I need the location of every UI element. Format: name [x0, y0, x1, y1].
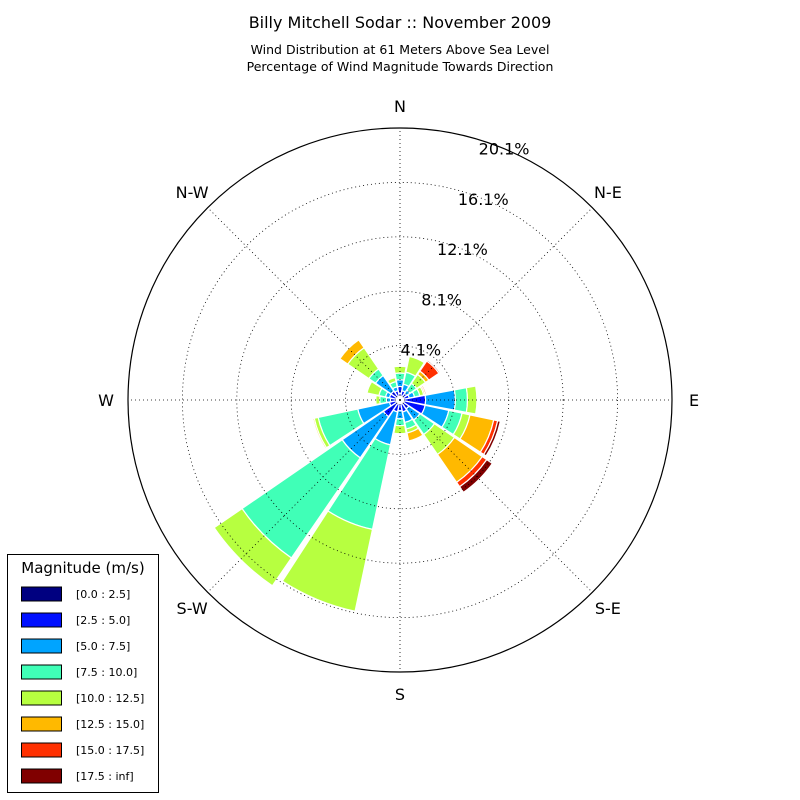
direction-label-s-w: S-W: [177, 599, 208, 618]
chart-title: Billy Mitchell Sodar :: November 2009: [249, 13, 552, 32]
legend: Magnitude (m/s) [0.0 : 2.5] [2.5 : 5.0] [5…: [7, 554, 159, 793]
legend-swatch-6: [21, 742, 62, 758]
radial-tick-label-4: 20.1%: [479, 140, 530, 159]
wedge-dir90-bin4: [465, 385, 478, 415]
grid-spoke-315: [207, 207, 401, 401]
legend-swatch-5: [21, 716, 62, 732]
legend-label-3: [7.5 : 10.0]: [76, 666, 137, 679]
legend-swatch-3: [21, 664, 62, 680]
direction-label-n-e: N-E: [594, 183, 622, 202]
legend-label-5: [12.5 : 15.0]: [76, 718, 144, 731]
direction-labels: N N-E E S-E S S-W W N-W: [98, 97, 699, 704]
radial-tick-label-3: 16.1%: [458, 190, 509, 209]
legend-label-0: [0.0 : 2.5]: [76, 588, 130, 601]
legend-label-4: [10.0 : 12.5]: [76, 692, 144, 705]
chart-subtitle-line-2: Percentage of Wind Magnitude Towards Dir…: [247, 59, 554, 74]
wedge-dir202.5-bin4: [281, 510, 374, 612]
legend-title: Magnitude (m/s): [21, 559, 144, 577]
legend-swatch-4: [21, 690, 62, 706]
wedge-dir135-bin7: [458, 458, 494, 494]
outer-ring: [127, 127, 673, 673]
legend-items: [0.0 : 2.5] [2.5 : 5.0] [5.0 : 7.5] [7.5 : …: [21, 586, 144, 784]
wedge-dir45-bin7: [425, 359, 441, 375]
wedge-dir247.5-bin5: [312, 417, 328, 450]
legend-label-7: [17.5 : inf]: [76, 770, 134, 783]
wedge-layer: [213, 339, 502, 612]
radial-tick-label-1: 8.1%: [421, 290, 462, 309]
direction-label-e: E: [689, 391, 699, 410]
legend-swatch-1: [21, 612, 62, 628]
wedge-dir67.5-bin6: [420, 384, 428, 396]
chart-subtitle-line-1: Wind Distribution at 61 Meters Above Sea…: [251, 42, 550, 57]
legend-label-6: [15.0 : 17.5]: [76, 744, 144, 757]
grid-spoke-225: [207, 399, 401, 593]
direction-label-w: W: [98, 391, 114, 410]
wedge-dir315-bin5: [339, 339, 365, 365]
radial-tick-labels: 4.1% 8.1% 12.1% 16.1% 20.1%: [400, 140, 529, 360]
wedge-dir337.5-bin4: [386, 376, 397, 385]
legend-swatch-7: [21, 768, 62, 784]
legend-swatch-2: [21, 638, 62, 654]
polar-grid: [127, 127, 673, 673]
radial-tick-label-0: 4.1%: [400, 341, 441, 360]
wedge-dir157.5-bin5: [406, 427, 424, 442]
direction-label-n-w: N-W: [176, 183, 209, 202]
grid-spoke-135: [399, 399, 593, 593]
wedge-dir0-bin4: [393, 365, 407, 375]
grid-ring-2: [236, 236, 564, 564]
legend-swatch-0: [21, 586, 62, 602]
direction-label-s-e: S-E: [595, 599, 621, 618]
wedge-dir180-bin4: [393, 424, 407, 435]
legend-label-2: [5.0 : 7.5]: [76, 640, 130, 653]
grid-ring-0: [345, 345, 455, 455]
wedge-dir22.5-bin4: [405, 355, 426, 378]
wedge-dir112.5-bin7: [482, 420, 502, 457]
direction-label-s: S: [395, 685, 405, 704]
legend-label-1: [2.5 : 5.0]: [76, 614, 130, 627]
direction-label-n: N: [394, 97, 406, 116]
grid-spoke-45: [399, 207, 593, 401]
radial-tick-label-2: 12.1%: [437, 240, 488, 259]
grid-ring-3: [181, 181, 619, 619]
